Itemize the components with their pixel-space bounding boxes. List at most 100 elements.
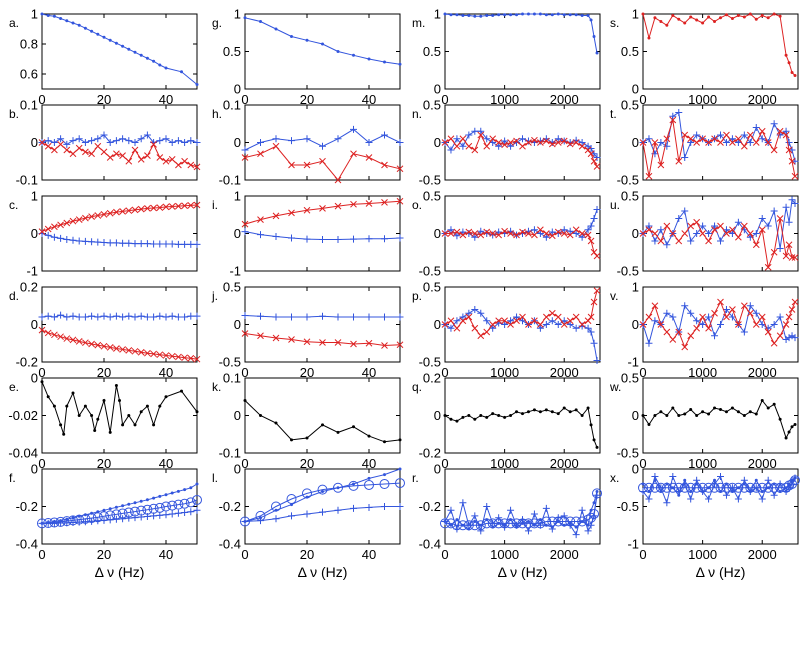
data-point <box>536 324 544 332</box>
data-point <box>639 139 647 146</box>
data-point <box>94 142 102 150</box>
series-line-cross <box>444 290 598 337</box>
panel-label: j. <box>211 289 218 303</box>
data-point <box>669 116 677 124</box>
data-point <box>162 511 170 519</box>
data-point <box>495 142 503 150</box>
data-point <box>590 339 598 347</box>
data-point <box>272 212 280 220</box>
data-point <box>443 414 447 417</box>
data-point <box>44 137 52 145</box>
data-point <box>785 241 793 249</box>
data-point <box>758 226 766 234</box>
data-point <box>785 313 793 321</box>
data-point <box>595 490 599 493</box>
data-point <box>683 478 687 482</box>
subplot-b: b. -0.1 0 0.1 <box>9 98 201 188</box>
data-point <box>187 137 195 145</box>
data-point <box>108 507 112 511</box>
data-point <box>125 347 133 354</box>
data-point <box>695 18 699 22</box>
data-point <box>83 404 87 408</box>
data-point <box>485 14 489 17</box>
data-point <box>538 410 542 414</box>
y-tick-label: 0 <box>632 462 639 477</box>
data-point <box>44 142 52 150</box>
data-point <box>568 410 572 414</box>
data-point <box>49 517 60 528</box>
y-tick-label: 0 <box>434 226 441 241</box>
data-point <box>334 176 342 184</box>
data-point <box>495 317 503 325</box>
x-tick-label: 0 <box>38 456 45 471</box>
data-point <box>483 317 491 325</box>
data-point <box>156 154 164 161</box>
data-point <box>639 321 647 328</box>
data-point <box>677 493 681 497</box>
data-point <box>503 415 507 419</box>
data-point <box>50 313 58 321</box>
x-tick-label: 1000 <box>490 547 519 562</box>
data-point <box>651 473 659 480</box>
data-point <box>489 231 497 239</box>
x-tick-label: 20 <box>97 456 111 471</box>
data-point <box>651 237 659 245</box>
x-tick-label: 0 <box>441 547 448 562</box>
data-point <box>319 236 326 243</box>
data-point <box>519 228 526 236</box>
data-point <box>112 137 120 145</box>
data-point <box>729 226 736 234</box>
y-tick-label: -0.1 <box>16 173 38 188</box>
data-point <box>455 419 459 423</box>
data-point <box>587 521 595 529</box>
data-point <box>152 496 156 500</box>
series-line-plus <box>642 474 796 505</box>
subplot-p: p.-0.500.50 1000 2000 <box>412 280 601 380</box>
data-point <box>477 309 485 317</box>
data-point <box>127 502 131 506</box>
data-point <box>303 206 311 214</box>
data-point <box>305 38 309 42</box>
data-point <box>717 298 724 306</box>
data-point <box>542 230 550 237</box>
data-point <box>790 71 794 74</box>
data-point <box>566 321 574 328</box>
data-point <box>724 410 728 414</box>
data-point <box>156 312 164 320</box>
data-point <box>772 402 776 406</box>
data-point <box>735 233 742 241</box>
data-point <box>574 13 578 17</box>
data-point <box>687 332 695 340</box>
panel-label: e. <box>9 380 19 394</box>
data-point <box>57 333 64 341</box>
data-point <box>187 240 195 248</box>
data-point <box>719 16 722 20</box>
data-point <box>162 203 170 211</box>
data-point <box>483 328 491 336</box>
data-point <box>181 509 189 516</box>
data-point <box>334 135 342 143</box>
data-point <box>764 222 772 230</box>
data-point <box>156 137 164 145</box>
data-point <box>717 473 724 480</box>
data-point <box>396 197 404 205</box>
data-point <box>752 321 760 328</box>
data-point <box>503 13 507 17</box>
data-point <box>479 14 483 18</box>
axes-box <box>244 195 401 272</box>
data-point <box>241 154 249 161</box>
data-point <box>477 127 485 135</box>
data-point <box>584 146 592 154</box>
data-point <box>699 488 707 495</box>
y-tick-label: 1 <box>31 189 38 204</box>
data-point <box>584 324 592 332</box>
data-point <box>317 484 328 495</box>
data-point <box>131 347 139 355</box>
data-point <box>158 63 162 67</box>
data-point <box>461 14 465 17</box>
data-point <box>174 313 182 321</box>
data-point <box>139 499 143 503</box>
data-point <box>179 498 190 509</box>
data-point <box>495 231 503 239</box>
y-tick-label: -0.4 <box>16 537 38 552</box>
